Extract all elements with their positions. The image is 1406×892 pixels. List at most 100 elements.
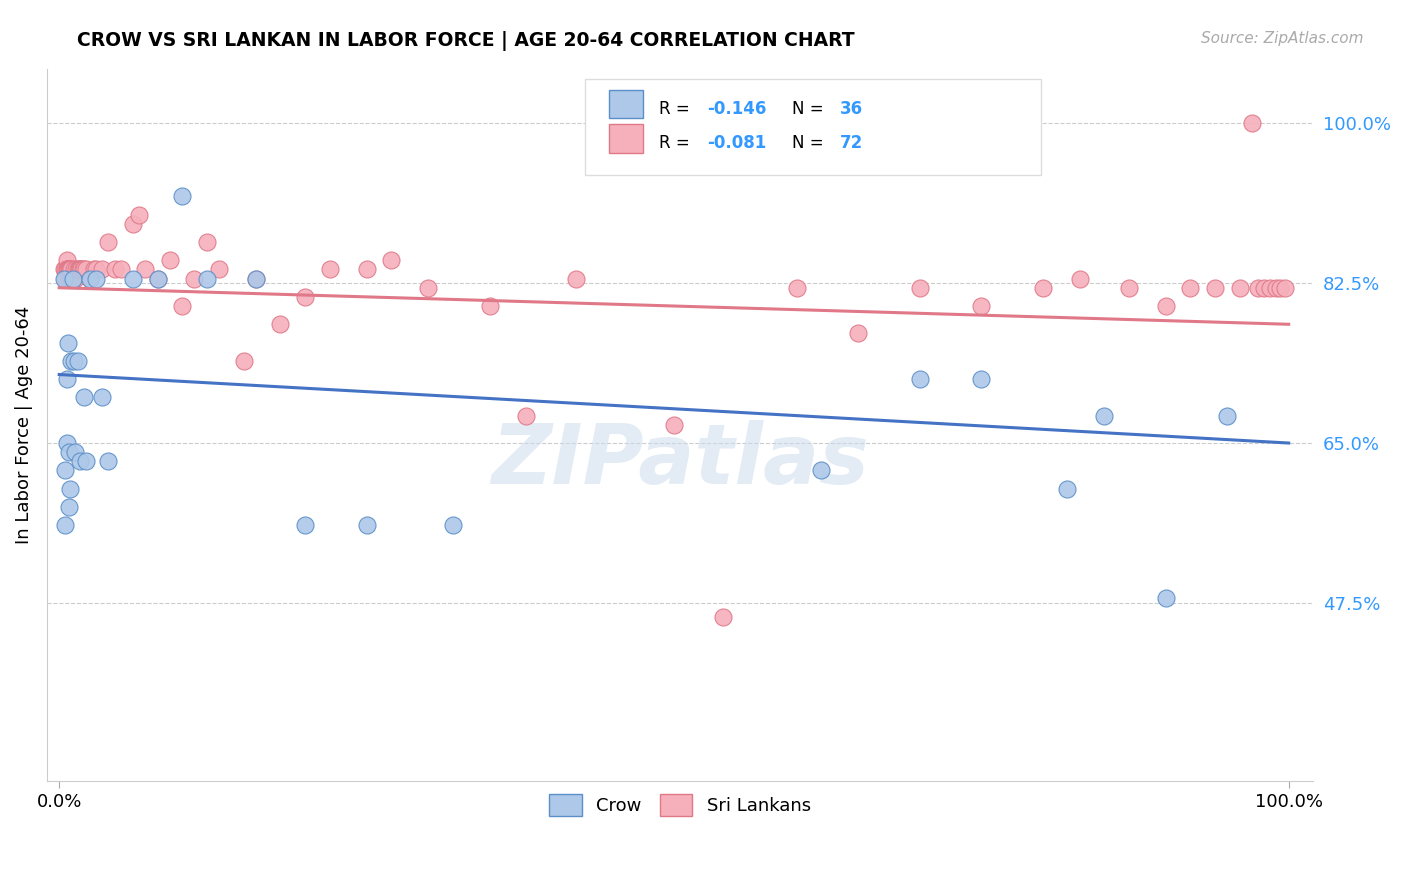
Point	[62, 271, 84, 285]
Text: Source: ZipAtlas.com: Source: ZipAtlas.com	[1201, 31, 1364, 46]
Point	[53, 271, 76, 285]
Point	[1258, 281, 1281, 295]
Point	[478, 299, 501, 313]
Point	[1180, 281, 1202, 295]
Point	[172, 189, 194, 203]
Point	[908, 372, 931, 386]
Point	[1092, 409, 1115, 423]
Point	[1204, 281, 1226, 295]
Point	[122, 217, 145, 231]
Point	[970, 372, 993, 386]
Point	[66, 262, 89, 277]
Point	[56, 262, 79, 277]
Point	[53, 262, 76, 277]
Text: -0.081: -0.081	[707, 135, 766, 153]
Point	[63, 262, 86, 277]
Point	[1274, 281, 1296, 295]
Point	[59, 262, 82, 277]
Point	[53, 271, 76, 285]
Point	[195, 271, 218, 285]
Point	[65, 262, 87, 277]
Point	[245, 271, 267, 285]
Text: 36: 36	[839, 100, 863, 118]
FancyBboxPatch shape	[585, 79, 1040, 176]
Point	[122, 271, 145, 285]
Point	[53, 518, 76, 533]
Point	[1056, 482, 1078, 496]
Text: R =: R =	[658, 135, 695, 153]
Point	[58, 500, 80, 514]
Point	[73, 390, 96, 404]
Point	[1229, 281, 1251, 295]
Point	[1265, 281, 1288, 295]
Point	[1154, 591, 1177, 606]
Point	[58, 445, 80, 459]
Text: N =: N =	[792, 100, 828, 118]
Point	[75, 262, 97, 277]
Point	[1118, 281, 1140, 295]
Point	[146, 271, 169, 285]
Point	[1268, 281, 1291, 295]
Point	[75, 454, 97, 468]
Point	[69, 454, 91, 468]
Point	[63, 445, 86, 459]
Point	[515, 409, 537, 423]
Point	[55, 262, 77, 277]
Point	[66, 354, 89, 368]
Point	[84, 271, 107, 285]
Point	[59, 482, 82, 496]
Point	[356, 262, 378, 277]
Point	[103, 262, 125, 277]
Point	[63, 354, 86, 368]
Text: R =: R =	[658, 100, 695, 118]
Point	[183, 271, 205, 285]
Text: 72: 72	[839, 135, 863, 153]
Point	[67, 262, 90, 277]
Point	[55, 253, 77, 268]
Point	[58, 262, 80, 277]
Point	[79, 271, 101, 285]
Point	[110, 262, 132, 277]
Point	[356, 518, 378, 533]
Point	[128, 208, 150, 222]
Point	[62, 271, 84, 285]
Point	[146, 271, 169, 285]
Point	[232, 354, 254, 368]
Point	[63, 271, 86, 285]
Point	[55, 372, 77, 386]
Point	[73, 262, 96, 277]
Point	[58, 271, 80, 285]
Point	[564, 271, 586, 285]
Text: CROW VS SRI LANKAN IN LABOR FORCE | AGE 20-64 CORRELATION CHART: CROW VS SRI LANKAN IN LABOR FORCE | AGE …	[77, 31, 855, 51]
Point	[83, 262, 105, 277]
Point	[1032, 281, 1054, 295]
Text: N =: N =	[792, 135, 828, 153]
Point	[53, 262, 76, 277]
Point	[60, 271, 83, 285]
Text: ZIPatlas: ZIPatlas	[491, 420, 869, 501]
Text: -0.146: -0.146	[707, 100, 766, 118]
Point	[1240, 116, 1263, 130]
Point	[294, 290, 316, 304]
Point	[97, 454, 120, 468]
Point	[970, 299, 993, 313]
Point	[269, 318, 291, 332]
Point	[91, 262, 114, 277]
FancyBboxPatch shape	[609, 124, 644, 153]
Point	[245, 271, 267, 285]
Point	[195, 235, 218, 249]
Point	[53, 463, 76, 477]
Point	[711, 609, 734, 624]
Point	[1069, 271, 1091, 285]
Point	[72, 262, 94, 277]
Point	[662, 417, 685, 432]
Point	[1253, 281, 1275, 295]
Point	[59, 262, 82, 277]
Point	[908, 281, 931, 295]
Point	[318, 262, 340, 277]
Point	[786, 281, 808, 295]
Point	[1216, 409, 1239, 423]
Point	[172, 299, 194, 313]
Point	[56, 335, 79, 350]
Point	[1154, 299, 1177, 313]
